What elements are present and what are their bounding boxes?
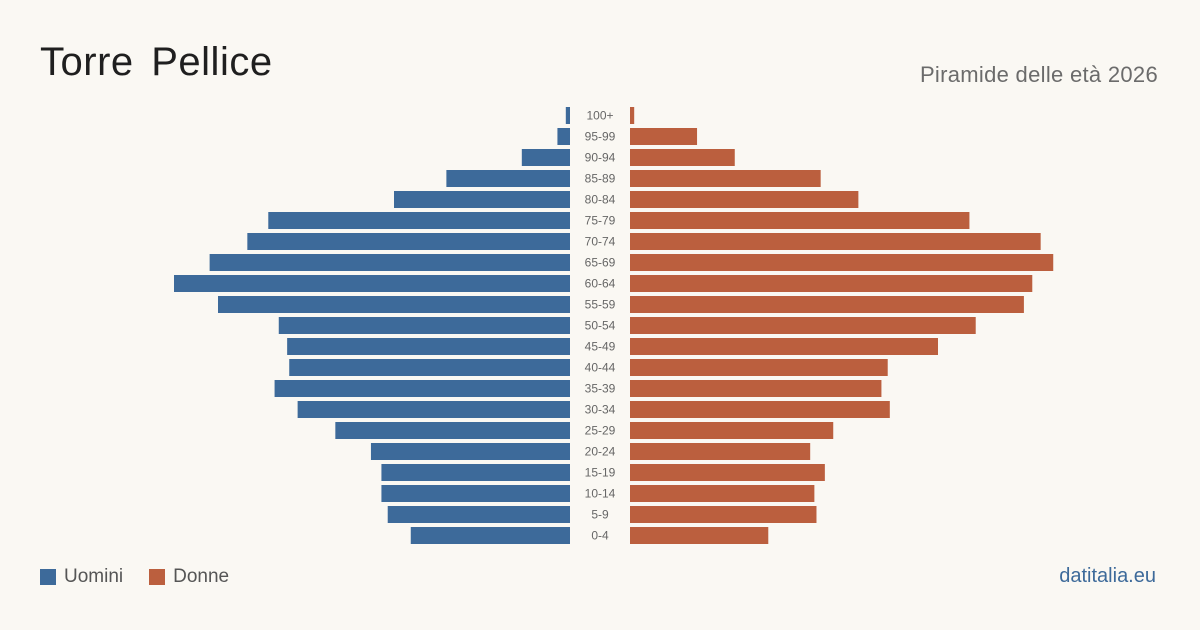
- age-label-55-59: 55-59: [585, 298, 616, 312]
- bar-men-35-39: [274, 380, 570, 397]
- legend-swatch-women: [149, 569, 166, 585]
- bar-men-65-69: [209, 254, 570, 271]
- age-label-75-79: 75-79: [585, 214, 616, 228]
- age-label-95-99: 95-99: [585, 130, 616, 144]
- bar-women-35-39: [630, 380, 882, 397]
- age-label-100+: 100+: [586, 109, 613, 123]
- bar-women-70-74: [630, 233, 1041, 250]
- legend-item-women: Donne: [149, 566, 229, 588]
- bar-men-85-89: [446, 170, 570, 187]
- bar-women-50-54: [630, 317, 976, 334]
- site-link[interactable]: datitalia.eu: [1059, 565, 1156, 587]
- age-label-45-49: 45-49: [585, 340, 616, 354]
- bar-women-30-34: [630, 401, 890, 418]
- bar-men-45-49: [287, 338, 570, 355]
- page-title: Torre Pellice: [40, 40, 273, 84]
- bar-women-5-9: [630, 506, 817, 523]
- bar-women-10-14: [630, 485, 815, 502]
- bar-women-75-79: [630, 212, 970, 229]
- age-label-35-39: 35-39: [585, 382, 616, 396]
- age-label-30-34: 30-34: [585, 403, 616, 417]
- bar-women-80-84: [630, 191, 859, 208]
- age-label-85-89: 85-89: [585, 172, 616, 186]
- bar-men-100+: [565, 107, 570, 124]
- bar-women-55-59: [630, 296, 1024, 313]
- bar-men-55-59: [218, 296, 570, 313]
- age-label-70-74: 70-74: [585, 235, 616, 249]
- age-label-0-4: 0-4: [591, 529, 609, 543]
- bar-men-40-44: [289, 359, 570, 376]
- bar-men-95-99: [557, 128, 570, 145]
- bar-women-90-94: [630, 149, 735, 166]
- bar-men-90-94: [521, 149, 570, 166]
- bar-men-15-19: [381, 464, 570, 481]
- bar-women-100+: [630, 107, 635, 124]
- legend-label-men: Uomini: [64, 566, 124, 587]
- bar-men-25-29: [335, 422, 570, 439]
- legend-item-men: Uomini: [40, 566, 123, 588]
- bar-men-0-4: [410, 527, 570, 544]
- bar-women-40-44: [630, 359, 888, 376]
- age-label-40-44: 40-44: [585, 361, 616, 375]
- age-label-80-84: 80-84: [585, 193, 616, 207]
- age-label-65-69: 65-69: [585, 256, 616, 270]
- bar-women-45-49: [630, 338, 938, 355]
- legend-swatch-men: [40, 569, 56, 585]
- bar-men-20-24: [370, 443, 570, 460]
- bar-men-30-34: [297, 401, 570, 418]
- age-label-10-14: 10-14: [585, 487, 616, 501]
- age-label-50-54: 50-54: [585, 319, 616, 333]
- age-label-25-29: 25-29: [585, 424, 616, 438]
- legend: Uomini Donne: [40, 566, 255, 588]
- age-label-15-19: 15-19: [585, 466, 616, 480]
- age-label-5-9: 5-9: [591, 508, 609, 522]
- bar-women-25-29: [630, 422, 834, 439]
- age-label-90-94: 90-94: [585, 151, 616, 165]
- bar-women-60-64: [630, 275, 1033, 292]
- bar-men-70-74: [247, 233, 571, 250]
- bar-women-15-19: [630, 464, 825, 481]
- legend-label-women: Donne: [173, 566, 230, 587]
- bar-men-60-64: [174, 275, 570, 292]
- bar-men-75-79: [268, 212, 570, 229]
- bar-women-95-99: [630, 128, 698, 145]
- age-label-20-24: 20-24: [585, 445, 616, 459]
- bar-women-20-24: [630, 443, 811, 460]
- bar-women-65-69: [630, 254, 1054, 271]
- bar-women-0-4: [630, 527, 769, 544]
- age-label-60-64: 60-64: [585, 277, 616, 291]
- bar-women-85-89: [630, 170, 821, 187]
- bar-men-50-54: [278, 317, 570, 334]
- bar-men-80-84: [394, 191, 570, 208]
- chart-subtitle: Piramide delle età 2026: [919, 62, 1158, 87]
- bar-men-10-14: [381, 485, 570, 502]
- bar-men-5-9: [387, 506, 570, 523]
